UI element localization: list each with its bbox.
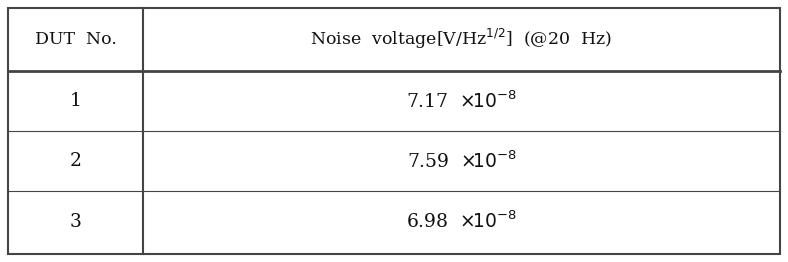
Text: 3: 3 [69,212,81,231]
Text: Noise  voltage[V/Hz$^{1/2}$]  (@20  Hz): Noise voltage[V/Hz$^{1/2}$] (@20 Hz) [310,27,612,51]
Text: 7.59  $\times\!10^{-8}$: 7.59 $\times\!10^{-8}$ [407,150,517,172]
Text: 7.17  $\times\!10^{-8}$: 7.17 $\times\!10^{-8}$ [406,90,517,112]
Text: DUT  No.: DUT No. [35,31,117,48]
Text: 6.98  $\times\!10^{-8}$: 6.98 $\times\!10^{-8}$ [406,211,517,232]
Text: 1: 1 [69,92,81,110]
Text: 2: 2 [69,152,81,170]
